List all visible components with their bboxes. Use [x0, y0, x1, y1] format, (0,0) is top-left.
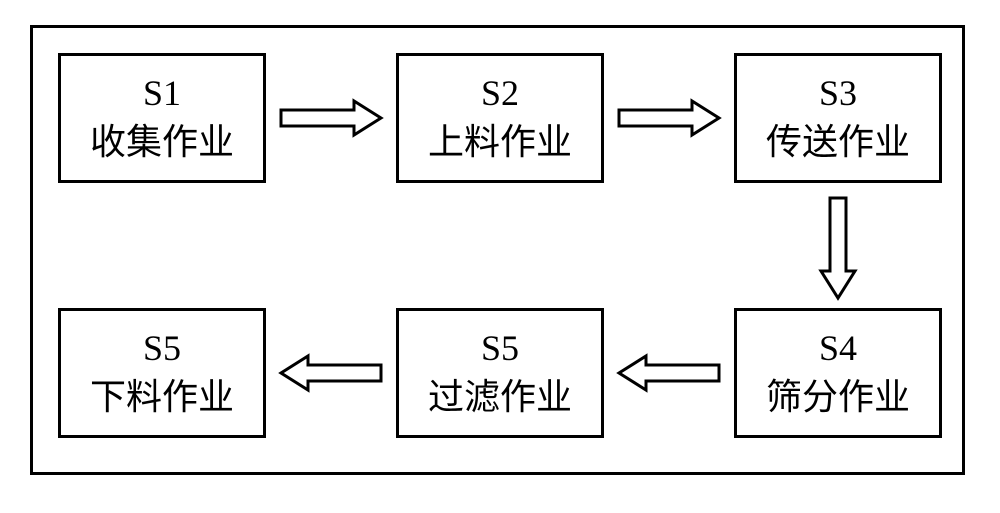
node-s1: S1 收集作业 — [58, 53, 266, 183]
node-s4-label: 筛分作业 — [766, 373, 910, 422]
arrow-s2-s3 — [604, 93, 734, 143]
node-s2-label: 上料作业 — [428, 118, 572, 167]
node-s5-label: 过滤作业 — [428, 373, 572, 422]
arrow-s5-s6 — [266, 348, 396, 398]
node-s6: S5 下料作业 — [58, 308, 266, 438]
node-s2-code: S2 — [481, 69, 519, 118]
node-s3: S3 传送作业 — [734, 53, 942, 183]
arrow-s1-s2 — [266, 93, 396, 143]
node-s1-label: 收集作业 — [90, 118, 234, 167]
node-s2: S2 上料作业 — [396, 53, 604, 183]
node-s3-code: S3 — [819, 69, 857, 118]
node-s3-label: 传送作业 — [766, 118, 910, 167]
row-bottom: S5 下料作业 S5 过滤作业 S4 筛分作业 — [58, 308, 942, 438]
arrow-s4-s5 — [604, 348, 734, 398]
node-s1-code: S1 — [143, 69, 181, 118]
node-s5: S5 过滤作业 — [396, 308, 604, 438]
flowchart-frame: S1 收集作业 S2 上料作业 S3 传送作业 S5 — [30, 25, 965, 475]
node-s5-code: S5 — [481, 324, 519, 373]
arrow-s3-s4 — [813, 188, 863, 308]
node-s6-code: S5 — [143, 324, 181, 373]
row-top: S1 收集作业 S2 上料作业 S3 传送作业 — [58, 53, 942, 183]
node-s4: S4 筛分作业 — [734, 308, 942, 438]
node-s6-label: 下料作业 — [90, 373, 234, 422]
node-s4-code: S4 — [819, 324, 857, 373]
